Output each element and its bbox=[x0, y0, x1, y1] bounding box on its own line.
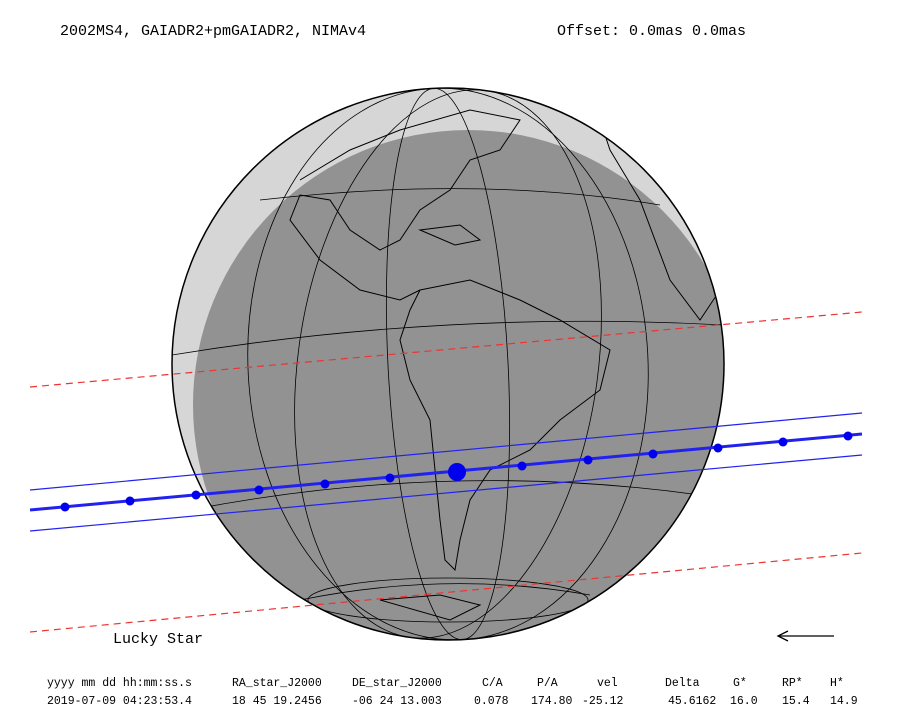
footer-label: Lucky Star bbox=[113, 631, 203, 648]
table-cell: -25.12 bbox=[582, 695, 624, 708]
table-header: RA_star_J2000 bbox=[232, 677, 322, 690]
table-header: G* bbox=[733, 677, 747, 690]
shadow-path bbox=[29, 311, 863, 633]
offset: Offset: 0.0mas 0.0mas bbox=[557, 23, 746, 40]
table-cell: -06 24 13.003 bbox=[352, 695, 442, 708]
table-cell: 14.9 bbox=[830, 695, 858, 708]
globe bbox=[172, 88, 724, 640]
table-header: vel bbox=[597, 677, 618, 690]
direction-arrow bbox=[776, 630, 834, 642]
table-cell: 15.4 bbox=[782, 695, 810, 708]
table-header: DE_star_J2000 bbox=[352, 677, 442, 690]
table-header: H* bbox=[830, 677, 844, 690]
title: 2002MS4, GAIADR2+pmGAIADR2, NIMAv4 bbox=[60, 23, 366, 40]
table-cell: 174.80 bbox=[531, 695, 573, 708]
table-header: Delta bbox=[665, 677, 700, 690]
table-cell: 0.078 bbox=[474, 695, 509, 708]
table-header: RP* bbox=[782, 677, 803, 690]
table-cell: 16.0 bbox=[730, 695, 758, 708]
table-header: yyyy mm dd hh:mm:ss.s bbox=[47, 677, 192, 690]
info-table: yyyy mm dd hh:mm:ss.s RA_star_J2000 DE_sta… bbox=[47, 677, 858, 708]
table-header: P/A bbox=[537, 677, 558, 690]
table-header: C/A bbox=[482, 677, 503, 690]
table-cell: 45.6162 bbox=[668, 695, 716, 708]
globe-outline bbox=[171, 87, 725, 641]
table-cell: 18 45 19.2456 bbox=[232, 695, 322, 708]
table-cell: 2019-07-09 04:23:53.4 bbox=[47, 695, 192, 708]
